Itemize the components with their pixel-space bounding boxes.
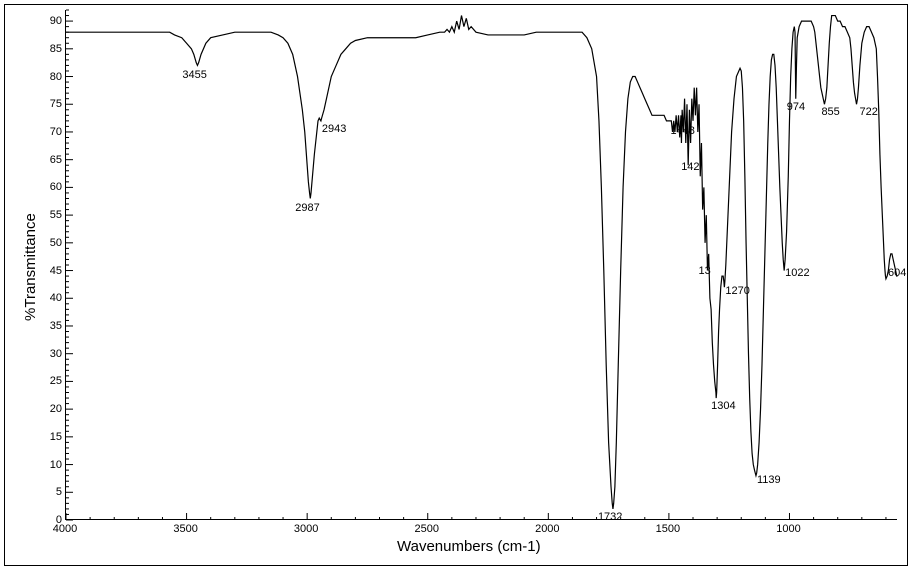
peak-label-1022: 1022 [785,267,809,279]
y-tick-label: 20 [50,403,62,415]
peak-label-1448: 1448 [670,125,694,137]
y-tick-label: 5 [56,486,62,498]
peak-label-142: 142 [681,161,699,173]
y-tick-label: 70 [50,126,62,138]
y-tick-label: 50 [50,237,62,249]
x-tick-label: 4000 [53,523,77,535]
peak-label-1139: 1139 [757,474,781,486]
x-tick-label: 3500 [173,523,197,535]
x-tick-label: 2000 [535,523,559,535]
y-tick-label: 30 [50,348,62,360]
y-tick-label: 75 [50,98,62,110]
y-tick-label: 45 [50,265,62,277]
peak-label-604: 604 [888,267,906,279]
peak-label-2987: 2987 [295,202,319,214]
y-tick-label: 25 [50,375,62,387]
y-tick-label: 55 [50,209,62,221]
x-tick-label: 2500 [414,523,438,535]
peak-label-974: 974 [787,101,805,113]
y-tick-label: 15 [50,431,62,443]
y-tick-label: 80 [50,71,62,83]
x-tick-label: 1500 [656,523,680,535]
y-tick-label: 65 [50,154,62,166]
y-tick-label: 35 [50,320,62,332]
x-tick-label: 1000 [776,523,800,535]
x-tick-label: 3000 [294,523,318,535]
peak-label-2943: 2943 [322,123,346,135]
peak-label-722: 722 [860,106,878,118]
y-tick-label: 60 [50,181,62,193]
y-tick-label: 40 [50,292,62,304]
y-tick-label: 85 [50,43,62,55]
y-axis-label: %Transmittance [22,213,39,321]
peak-label-1732: 1732 [598,511,622,523]
plot-area [65,10,897,520]
spectrum-svg [66,10,898,520]
peak-label-3455: 3455 [182,69,206,81]
peak-label-13: 13 [698,265,710,277]
peak-label-1304: 1304 [711,400,735,412]
peak-label-1270: 1270 [725,285,749,297]
y-tick-label: 90 [50,15,62,27]
x-axis-label: Wavenumbers (cm-1) [397,538,541,555]
peak-label-855: 855 [821,106,839,118]
y-tick-label: 10 [50,459,62,471]
